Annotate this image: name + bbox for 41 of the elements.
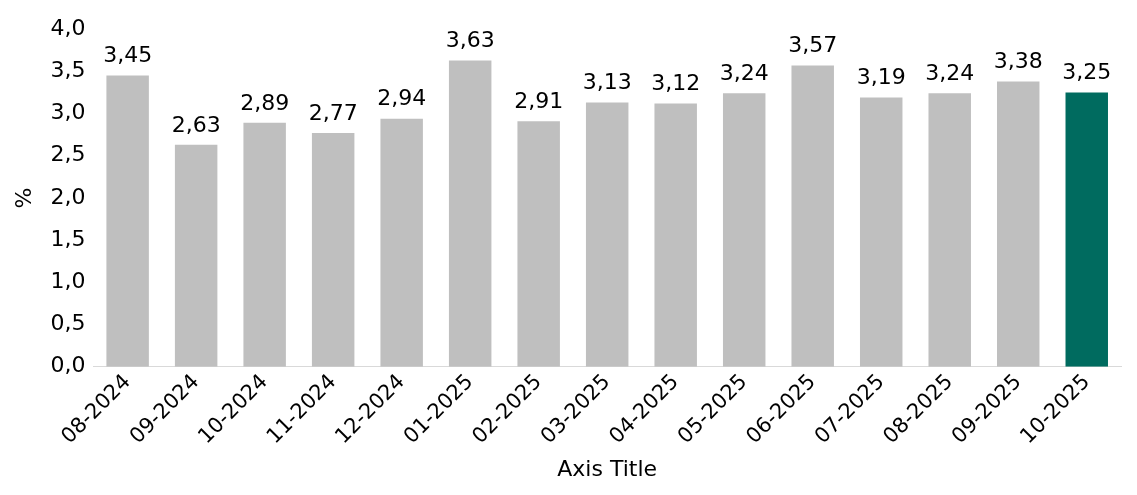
- data-label: 3,13: [582, 69, 632, 95]
- y-tick-label: 2,5: [50, 141, 86, 167]
- bar: [1065, 92, 1108, 367]
- bar: [928, 93, 971, 367]
- y-tick-label: 3,0: [50, 99, 86, 125]
- bar: [517, 121, 560, 367]
- x-axis-title: Axis Title: [557, 455, 658, 481]
- y-tick-label: 3,5: [50, 57, 86, 83]
- y-tick-label: 4,0: [50, 14, 86, 40]
- bar: [722, 93, 766, 367]
- data-label: 3,24: [719, 60, 769, 86]
- data-label: 2,63: [171, 111, 221, 137]
- data-label: 3,25: [1062, 59, 1112, 85]
- data-label: 2,77: [308, 99, 358, 125]
- bar: [585, 102, 629, 367]
- bar: [791, 65, 834, 367]
- y-tick-label: 1,0: [50, 268, 86, 294]
- data-label: 3,24: [925, 60, 975, 86]
- y-tick-label: 1,5: [50, 225, 86, 251]
- bar: [654, 103, 697, 367]
- y-tick-label: 0,5: [50, 310, 86, 336]
- bar: [174, 144, 218, 367]
- data-label: 3,12: [651, 70, 701, 96]
- bar: [448, 60, 492, 367]
- bar: [997, 81, 1040, 367]
- data-label: 3,19: [856, 64, 906, 90]
- data-label: 2,94: [377, 85, 427, 111]
- y-tick-label: 0,0: [50, 352, 86, 378]
- data-label: 2,91: [514, 87, 564, 113]
- data-label: 2,89: [240, 89, 290, 115]
- bar: [311, 132, 355, 367]
- data-label: 3,38: [993, 48, 1043, 74]
- bar: [243, 122, 286, 367]
- data-label: 3,63: [445, 27, 495, 53]
- bar: [106, 75, 149, 367]
- data-label: 3,45: [103, 42, 153, 68]
- bar: [859, 97, 903, 367]
- y-tick-label: 2,0: [50, 183, 86, 209]
- data-label: 3,57: [788, 32, 838, 58]
- bar: [380, 118, 423, 367]
- y-axis-title: %: [10, 187, 36, 209]
